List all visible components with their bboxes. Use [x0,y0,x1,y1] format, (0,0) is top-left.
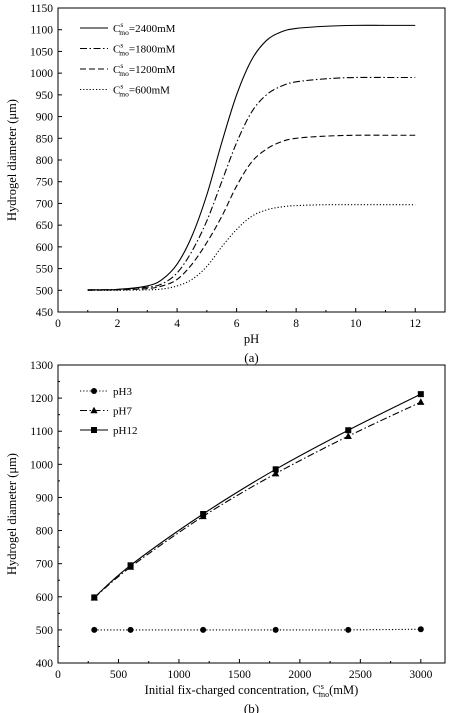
x-tick-label: 6 [234,318,240,330]
chart-panel-a: 0 2 4 6 8 10 12 450 500 550 600 650 700 750 800 850 900 9… [5,3,446,365]
x-axis-label: pH [244,332,259,346]
series-0 [91,626,424,633]
legend-entry: Cs mo=1800mM [113,41,176,58]
series-line [93,401,422,599]
y-tick-label: 900 [36,112,54,124]
chart-panel-b: 0 500 1000 1500 2000 2500 3000 400 500 600 700 800 9… [5,360,446,713]
y-tick-label: 600 [36,242,54,254]
y-tick-label: 1200 [30,393,53,405]
series-3 [87,204,416,291]
series-0 [87,24,416,291]
data-point-4 [345,626,352,633]
y-tick-label: 1000 [30,459,53,471]
legend-entry: pH3 [113,386,132,398]
y-tick-label: 400 [36,658,54,670]
y-tick-label: 950 [36,90,54,102]
data-point-2 [91,427,97,433]
data-point-3 [272,469,280,477]
y-tick-label: 1050 [30,46,53,58]
data-point-1 [90,406,98,414]
x-tick-label: 1500 [228,669,251,681]
panel-label: (b) [244,701,259,713]
y-tick-label: 700 [36,198,54,210]
data-point-5 [417,398,425,405]
series-1 [90,398,425,601]
x-tick-label: 3000 [409,669,432,681]
x-axis-label: Initial fix-charged concentration, Cs mo(… [145,682,359,699]
y-tick-label: 700 [36,559,54,571]
series-line [87,24,416,291]
x-tick-label: 2000 [288,669,311,681]
series-line [87,134,416,291]
data-point-2 [200,511,207,517]
x-tick-label: 8 [293,318,299,330]
data-point-3 [272,466,279,473]
legend-entry: Cs mo=2400mM [113,20,176,37]
x-tick-label: 12 [409,318,421,330]
y-tick-label: 450 [36,307,54,319]
y-tick-label: 500 [36,625,54,637]
y-axis-label: Hydrogel diameter (μm) [5,453,19,575]
legend-entry: pH12 [113,425,137,437]
x-tick-label: 2500 [349,669,372,681]
y-tick-label: 1100 [30,25,53,37]
y-tick-label: 1150 [30,3,53,15]
y-tick-label: 800 [36,155,54,167]
data-point-2 [200,626,207,633]
legend-entry: Cs mo=600mM [113,82,170,99]
series-line [94,628,421,631]
x-tick-label: 0 [55,318,61,330]
data-point-3 [272,626,279,633]
y-tick-label: 600 [36,592,54,604]
data-point-4 [344,432,352,439]
y-tick-label: 1300 [30,360,53,372]
series-2 [91,391,424,601]
y-tick-label: 750 [36,177,54,189]
series-2 [87,134,416,291]
x-tick-label: 1000 [167,669,190,681]
series-line [87,204,416,291]
y-tick-label: 650 [36,220,54,232]
data-point-1 [127,562,134,569]
data-point-5 [417,626,424,633]
data-point-0 [91,626,98,633]
legend-entry: pH7 [113,406,132,418]
data-point-0 [91,388,97,394]
legend-entry: Cs mo=1200mM [113,61,176,78]
x-tick-label: 0 [55,669,61,681]
y-tick-label: 1000 [30,68,53,80]
y-tick-label: 850 [36,133,54,145]
y-tick-label: 900 [36,492,54,504]
y-tick-label: 800 [36,526,54,538]
y-tick-label: 550 [36,264,54,276]
data-point-4 [345,427,352,434]
x-tick-label: 4 [174,318,180,330]
y-axis-label: Hydrogel diameter (μm) [5,99,19,221]
data-point-5 [417,391,424,398]
series-1 [87,76,416,291]
x-tick-label: 10 [350,318,362,330]
data-point-0 [91,594,98,601]
x-tick-label: 500 [110,669,128,681]
x-tick-label: 2 [115,318,121,330]
legend: Cs mo=2400mM Cs mo=1800mM Cs mo=1200mM Cs mo=60… [80,20,176,99]
y-tick-label: 500 [36,285,54,297]
panel-label: (a) [244,350,258,365]
legend: pH3 pH7 pH12 [80,386,137,437]
data-point-1 [127,626,134,633]
y-tick-label: 1100 [30,426,53,438]
series-line [87,76,416,291]
